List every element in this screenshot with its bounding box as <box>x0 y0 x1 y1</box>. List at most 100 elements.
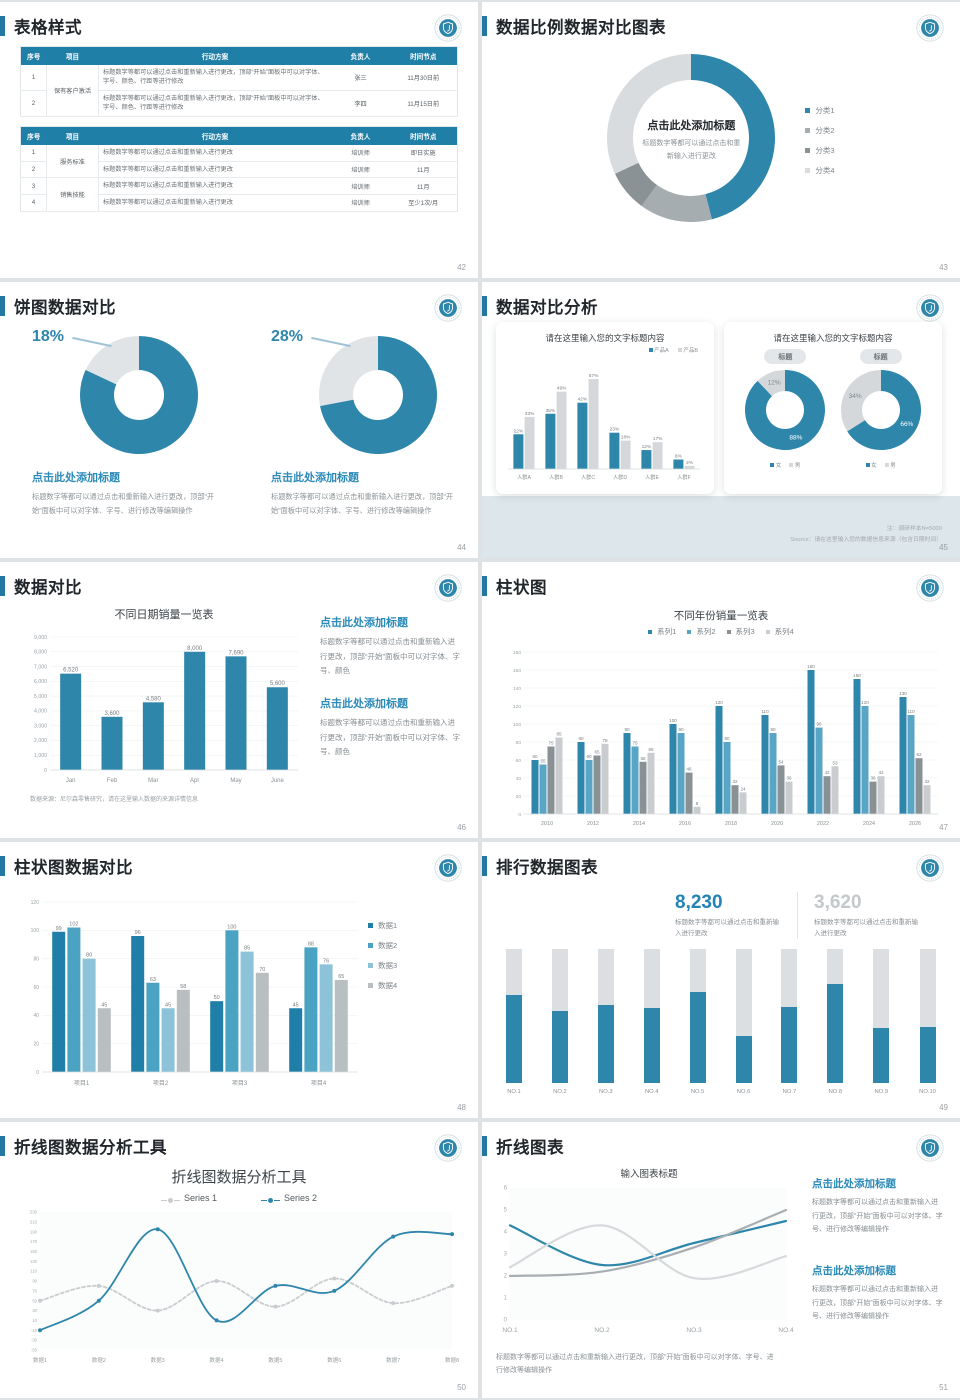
rank-column: NO.1 <box>506 949 522 1095</box>
legend-label: 系列4 <box>774 627 794 636</box>
slide-48[interactable]: 柱状图数据对比 0 20 40 60 80 100 120 99 102 80 45 项目1 96 63 4… <box>0 842 478 1118</box>
svg-text:49%: 49% <box>557 386 567 392</box>
svg-text:40: 40 <box>516 776 522 782</box>
legend-label: Series 2 <box>284 1193 318 1203</box>
table-row: 3 销售技能 标题数字等都可以通过点击和重新输入进行更改 培训师 11月 <box>20 177 458 212</box>
svg-text:60: 60 <box>516 758 522 764</box>
rank-track <box>597 949 614 1084</box>
table-header-cell: 负责人 <box>331 126 390 145</box>
svg-text:42%: 42% <box>578 397 588 403</box>
rank-fill <box>827 983 844 1084</box>
block-heading: 点击此处添加标题 <box>271 472 359 484</box>
chart-title: 不同年份销量一览表 <box>673 610 769 622</box>
rank-fill <box>873 1028 890 1084</box>
svg-text:110: 110 <box>30 1269 37 1274</box>
svg-text:5,000: 5,000 <box>34 694 47 700</box>
svg-text:项目1: 项目1 <box>74 1080 90 1087</box>
cell-time: 11月15日前 <box>389 90 458 117</box>
svg-text:-50: -50 <box>31 1348 38 1353</box>
block-body: 标题数字等都可以通过点击和重新输入进行更改，顶部“开始”面板中可以对字体、字号、… <box>812 1199 943 1234</box>
svg-text:180: 180 <box>513 650 521 656</box>
legend-mark <box>261 1197 280 1203</box>
slide-50[interactable]: 折线图数据分析工具 折线图数据分析工具 Series 1 Series 2 -5… <box>0 1122 478 1398</box>
slide-43[interactable]: 数据比例数据对比图表 点击此处添加标题 标题数字等都可以通过点击和重新输入进行更… <box>482 2 960 278</box>
svg-text:150: 150 <box>853 673 861 678</box>
line-chart: 0 1 2 3 4 5 6 NO.1 NO.2 NO.3 NO.4 <box>496 1182 802 1339</box>
slide-47[interactable]: 柱状图 不同年份销量一览表 系列1 系列2 系列3 系列4 0 20 40 60 80 1… <box>482 562 960 838</box>
legend-swatch <box>805 148 811 153</box>
grouped-bar-chart: 22% 33% 人群A 35% 49% 人群B 42% 57% 人群C 23% 18% 人群D 12% 1… <box>502 356 708 487</box>
title-badge: 标题 <box>764 349 807 364</box>
text-block: 点击此处添加标题 标题数字等都可以通过点击和重新输入进行更改，顶部“开始”面板中… <box>812 1176 944 1237</box>
page-number: 42 <box>457 263 466 272</box>
legend-swatch <box>368 923 373 928</box>
slide-44[interactable]: 饼图数据对比 18% 点击此处添加标题 标题数字等都可以通过点击和重新输入进行更… <box>0 282 478 558</box>
donut-legend: 分类1 分类2 分类3 分类4 <box>805 105 835 176</box>
text-block: 点击此处添加标题 标题数字等都可以通过点击和重新输入进行更改，顶部“开始”面板中… <box>320 695 460 760</box>
slide-title: 饼图数据对比 <box>14 299 116 317</box>
page-number: 47 <box>939 823 948 832</box>
svg-text:60: 60 <box>532 754 538 759</box>
svg-text:45: 45 <box>293 1002 299 1008</box>
slide-48-content: 0 20 40 60 80 100 120 99 102 80 45 项目1 96 63 45 58 项目2 50… <box>16 888 470 1093</box>
svg-text:120: 120 <box>31 900 40 906</box>
svg-text:数据2: 数据2 <box>92 1356 106 1364</box>
slide-45[interactable]: 数据对比分析 请在这里输入您的文字标题内容 产品A 产品B 22% 33% 人群A 3… <box>482 282 960 558</box>
table-row: 1 服务标准 标题数字等都可以通过点击和重新输入进行更改 培训师 即日实施 <box>20 144 458 179</box>
rank-track <box>506 949 522 1084</box>
legend-swatch <box>261 1199 267 1201</box>
legend-item: 产品B <box>677 346 698 354</box>
slide-51[interactable]: 折线图表 输入图表标题 0 1 2 3 4 5 6 NO.1 NO.2 NO.3 NO.4 标题数字… <box>482 1122 960 1398</box>
svg-text:80: 80 <box>33 956 39 962</box>
donut-chart: 点击此处添加标题 标题数字等都可以通过点击和重新输入进行更改 <box>607 54 776 227</box>
slide-46[interactable]: 数据对比 不同日期销量一览表 0 1,000 2,000 3,000 4,000 5,00… <box>0 562 478 838</box>
chart-legend: Series 1 Series 2 <box>0 1193 478 1203</box>
rank-bar-chart: NO.1 NO.2 NO.3 NO.4 NO.5 NO.6 NO.7 NO.8 … <box>482 941 960 1095</box>
chart-area: 输入图表标题 0 1 2 3 4 5 6 NO.1 NO.2 NO.3 NO.4 标题数字等都可以通… <box>496 1166 802 1378</box>
table-header-cell: 序号 <box>20 46 47 65</box>
page-number: 51 <box>939 1383 948 1392</box>
cell-action: 标题数字等都可以通过点击和重新输入进行更改 <box>98 144 332 162</box>
svg-text:6%: 6% <box>675 454 683 460</box>
slide-42[interactable]: 表格样式 序号 项目 行动方案 负责人 时间节点 1 保有客户激活 标题数字等都可以通过点击和… <box>0 2 478 278</box>
block-heading: 点击此处添加标题 <box>812 1264 896 1277</box>
chart-legend: 产品A 产品B <box>502 346 708 354</box>
svg-text:数据7: 数据7 <box>386 1356 400 1364</box>
svg-text:人群C: 人群C <box>581 473 595 481</box>
school-logo-icon <box>916 294 944 322</box>
table-header-cell: 时间节点 <box>389 126 458 145</box>
svg-text:58: 58 <box>180 984 186 990</box>
title-accent-bar <box>482 856 487 876</box>
svg-text:76: 76 <box>323 958 329 964</box>
svg-text:4,000: 4,000 <box>34 709 47 715</box>
svg-text:32: 32 <box>732 779 738 784</box>
donut-center-text: 点击此处添加标题 标题数字等都可以通过点击和重新输入进行更改 <box>607 54 775 227</box>
svg-text:130: 130 <box>899 691 907 696</box>
svg-text:35%: 35% <box>546 408 556 414</box>
svg-text:2020: 2020 <box>771 821 783 827</box>
page-number: 50 <box>457 1383 466 1392</box>
school-logo-icon <box>916 854 944 882</box>
slide-49[interactable]: 排行数据图表 8,230 标题数字等都可以通过点击和重新输入进行更改 3,620… <box>482 842 960 1118</box>
cell-project: 销售技能 <box>46 177 99 212</box>
table-header-cell: 负责人 <box>331 46 390 65</box>
legend-item: 数据4 <box>368 980 397 991</box>
chart-legend: 系列1 系列2 系列3 系列4 <box>494 626 948 637</box>
svg-text:人群E: 人群E <box>645 473 659 481</box>
rank-label: NO.10 <box>919 1089 936 1096</box>
svg-text:46: 46 <box>686 767 692 772</box>
svg-text:17%: 17% <box>653 436 663 442</box>
legend-item: 系列2 <box>687 626 716 637</box>
donut-chart: 28% <box>271 328 437 459</box>
svg-text:65: 65 <box>594 750 600 755</box>
svg-text:88%: 88% <box>790 434 803 441</box>
legend-swatch <box>789 463 794 467</box>
rank-column: NO.3 <box>597 949 614 1095</box>
rank-column: NO.6 <box>735 949 752 1095</box>
svg-text:12%: 12% <box>768 380 781 387</box>
cell-no: 1 <box>20 144 47 162</box>
svg-text:120: 120 <box>513 704 521 710</box>
rank-track <box>781 949 798 1084</box>
rank-fill <box>919 1026 936 1084</box>
svg-text:30: 30 <box>32 1308 37 1313</box>
